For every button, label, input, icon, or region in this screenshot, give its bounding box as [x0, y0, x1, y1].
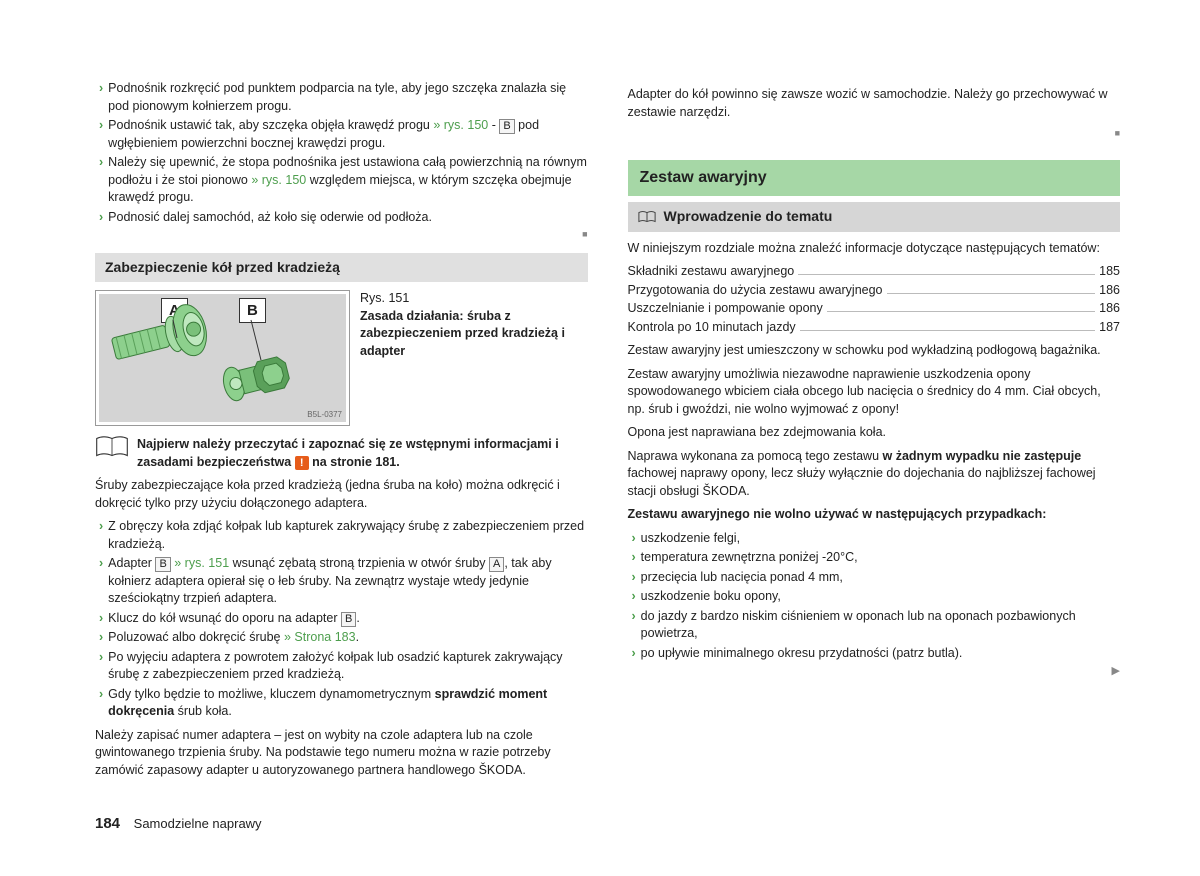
chevron-icon: › — [99, 649, 103, 684]
section-heading: Zabezpieczenie kół przed kradzieżą — [95, 253, 588, 283]
figure-code: B5L-0377 — [307, 409, 342, 420]
continuation-mark: ▶ — [1112, 664, 1120, 679]
bolt-adapter-illustration — [99, 294, 349, 422]
left-column: › Podnośnik rozkręcić pod punktem podpar… — [95, 80, 588, 785]
paragraph: W niniejszym rozdziale można znaleźć inf… — [628, 240, 1121, 258]
bullet-text: Podnosić dalej samochód, aż koło się ode… — [108, 209, 432, 227]
chevron-icon: › — [99, 117, 103, 152]
warning-icon: ! — [295, 456, 309, 470]
chevron-icon: › — [632, 569, 636, 587]
chevron-icon: › — [99, 629, 103, 647]
figure-reference-link[interactable]: » rys. 151 — [171, 556, 229, 570]
callout-box: B — [341, 612, 356, 627]
list-item: › Podnosić dalej samochód, aż koło się o… — [95, 209, 588, 227]
list-item: › Podnośnik rozkręcić pod punktem podpar… — [95, 80, 588, 115]
paragraph: Należy zapisać numer adaptera – jest on … — [95, 727, 588, 780]
figure-frame: A B — [95, 290, 350, 426]
list-item: ›Po wyjęciu adaptera z powrotem założyć … — [95, 649, 588, 684]
chapter-name: Samodzielne naprawy — [134, 816, 262, 831]
figure-image: A B — [99, 294, 346, 422]
toc-entry[interactable]: Składniki zestawu awaryjnego185 — [628, 263, 1121, 281]
list-item: ›Z obręczy koła zdjąć kołpak lub kapture… — [95, 518, 588, 553]
warning-heading: Zestawu awaryjnego nie wolno używać w na… — [628, 506, 1121, 524]
bullet-text: Należy się upewnić, że stopa podnośnika … — [108, 154, 587, 207]
figure-caption: Rys. 151 Zasada działania: śruba z zabez… — [360, 290, 588, 426]
safety-note: Najpierw należy przeczytać i zapoznać si… — [95, 436, 588, 471]
toc-entry[interactable]: Uszczelnianie i pompowanie opony186 — [628, 300, 1121, 318]
intro-bullet-list: › Podnośnik rozkręcić pod punktem podpar… — [95, 80, 588, 226]
list-item: › Należy się upewnić, że stopa podnośnik… — [95, 154, 588, 207]
list-item: ›uszkodzenie boku opony, — [628, 588, 1121, 606]
steps-list: ›Z obręczy koła zdjąć kołpak lub kapture… — [95, 518, 588, 721]
chevron-icon: › — [99, 555, 103, 608]
toc-entry[interactable]: Przygotowania do użycia zestawu awaryjne… — [628, 282, 1121, 300]
bullet-text: Podnośnik ustawić tak, aby szczęka objęł… — [108, 117, 587, 152]
callout-box: B — [499, 119, 514, 134]
chevron-icon: › — [99, 154, 103, 207]
chevron-icon: › — [99, 610, 103, 628]
figure-reference-link[interactable]: » rys. 150 — [430, 118, 488, 132]
book-icon — [638, 210, 656, 224]
callout-box: A — [489, 557, 504, 572]
table-of-contents: Składniki zestawu awaryjnego185 Przygoto… — [628, 263, 1121, 336]
right-column: Adapter do kół powinno się zawsze wozić … — [628, 80, 1121, 785]
section-heading: Wprowadzenie do tematu — [628, 202, 1121, 232]
section-end-mark: ■ — [1115, 127, 1120, 140]
note-text: Najpierw należy przeczytać i zapoznać si… — [137, 436, 588, 471]
callout-box: B — [155, 557, 170, 572]
chevron-icon: › — [99, 518, 103, 553]
paragraph: Śruby zabezpieczające koła przed kradzie… — [95, 477, 588, 512]
page-footer: 184 Samodzielne naprawy — [95, 813, 1120, 834]
list-item: › Gdy tylko będzie to możliwe, kluczem d… — [95, 686, 588, 721]
section-end-mark: ■ — [582, 228, 587, 241]
chevron-icon: › — [632, 549, 636, 567]
paragraph: Zestaw awaryjny umożliwia niezawodne nap… — [628, 366, 1121, 419]
list-item: › Podnośnik ustawić tak, aby szczęka obj… — [95, 117, 588, 152]
list-item: › Klucz do kół wsunąć do oporu na adapte… — [95, 610, 588, 628]
paragraph: Adapter do kół powinno się zawsze wozić … — [628, 86, 1121, 121]
chevron-icon: › — [632, 530, 636, 548]
paragraph: Zestaw awaryjny jest umieszczony w schow… — [628, 342, 1121, 360]
list-item: ›uszkodzenie felgi, — [628, 530, 1121, 548]
paragraph: Opona jest naprawiana bez zdejmowania ko… — [628, 424, 1121, 442]
chevron-icon: › — [632, 588, 636, 606]
figure-151: A B — [95, 290, 588, 426]
list-item: ›do jazdy z bardzo niskim ciśnieniem w o… — [628, 608, 1121, 643]
chevron-icon: › — [632, 608, 636, 643]
warning-list: ›uszkodzenie felgi, ›temperatura zewnętr… — [628, 530, 1121, 663]
page-reference-link[interactable]: » Strona 183 — [281, 630, 356, 644]
list-item: › Adapter B » rys. 151 wsunąć zębatą str… — [95, 555, 588, 608]
chevron-icon: › — [99, 686, 103, 721]
figure-reference-link[interactable]: » rys. 150 — [248, 173, 306, 187]
list-item: ›po upływie minimalnego okresu przydatno… — [628, 645, 1121, 663]
toc-entry[interactable]: Kontrola po 10 minutach jazdy187 — [628, 319, 1121, 337]
bullet-text: Podnośnik rozkręcić pod punktem podparci… — [108, 80, 587, 115]
chevron-icon: › — [99, 80, 103, 115]
page-number: 184 — [95, 815, 120, 832]
list-item: ›przecięcia lub nacięcia ponad 4 mm, — [628, 569, 1121, 587]
list-item: ›temperatura zewnętrzna poniżej -20°C, — [628, 549, 1121, 567]
paragraph: Naprawa wykonana za pomocą tego zestawu … — [628, 448, 1121, 501]
two-column-layout: › Podnośnik rozkręcić pod punktem podpar… — [95, 80, 1120, 785]
chapter-heading: Zestaw awaryjny — [628, 160, 1121, 196]
book-icon — [95, 436, 129, 458]
list-item: › Poluzować albo dokręcić śrubę » Strona… — [95, 629, 588, 647]
chevron-icon: › — [632, 645, 636, 663]
chevron-icon: › — [99, 209, 103, 227]
